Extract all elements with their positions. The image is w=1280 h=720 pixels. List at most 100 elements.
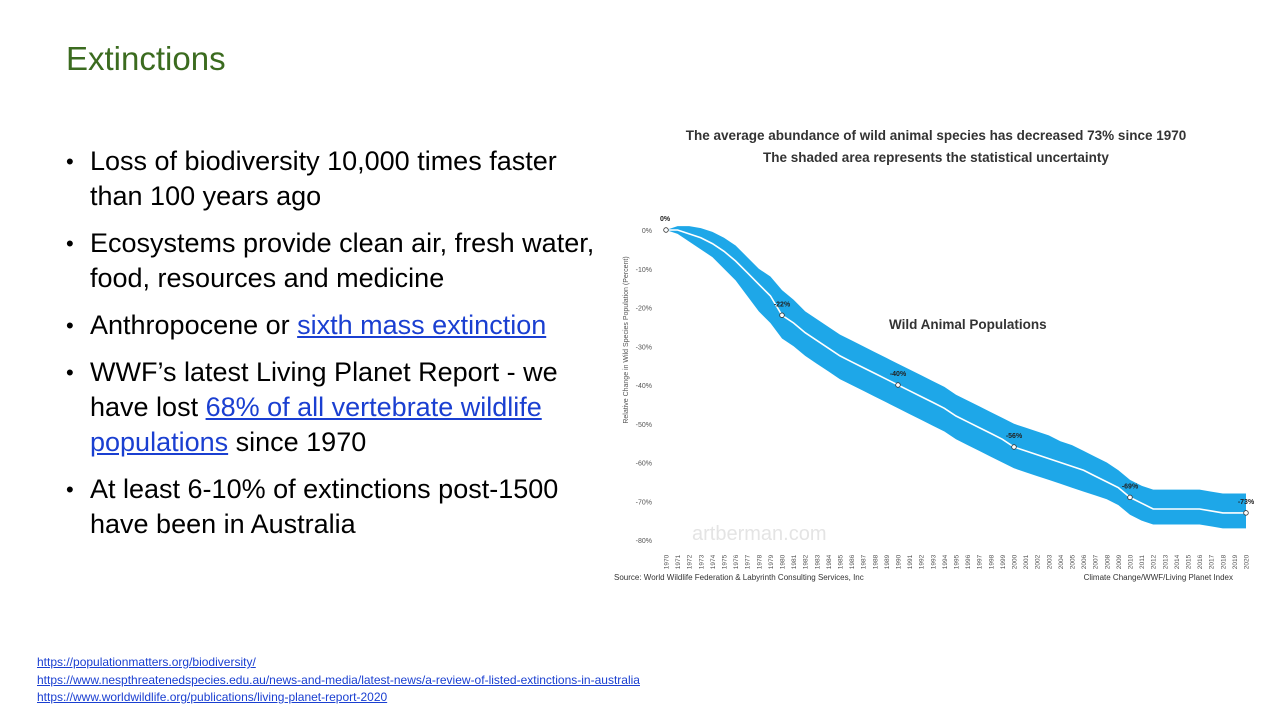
x-tick-label: 1999 [1000,554,1007,569]
x-tick-label: 2014 [1174,554,1181,569]
bullet-item: At least 6-10% of extinctions post-1500 … [66,472,614,542]
x-tick-label: 2015 [1186,554,1193,569]
plot-area: 0% -10% -20% -30% -40% -50% -60% -70% -80% 1970 19… [636,216,1255,569]
x-tick-label: 1998 [988,554,995,569]
x-tick-label: 1983 [814,554,821,569]
x-tick-label: 1985 [838,554,845,569]
slide-title: Extinctions [66,40,226,77]
x-tick-label: 1976 [733,554,740,569]
x-tick-label: 2020 [1244,554,1251,569]
data-point-label: -40% [890,371,907,378]
x-tick-label: 2003 [1046,554,1053,569]
bullet-text: WWF’s latest Living Planet Report - we h… [90,357,558,422]
data-point-label: -22% [774,301,791,308]
x-tick-label: 1994 [942,554,949,569]
bullet-text: Loss of biodiversity 10,000 times faster… [90,146,557,211]
x-tick-label: 1988 [872,554,879,569]
x-tick-label: 2012 [1151,554,1158,569]
x-tick-label: 1984 [826,554,833,569]
x-tick-label: 2005 [1070,554,1077,569]
bullet-link[interactable]: sixth mass extinction [297,310,547,340]
x-tick-label: 1975 [722,554,729,569]
reference-link[interactable]: https://www.worldwildlife.org/publicatio… [37,690,388,704]
reference-link[interactable]: https://populationmatters.org/biodiversi… [37,655,256,669]
series-line [666,229,1246,514]
y-tick-label: -50% [636,422,652,429]
x-tick-label: 1997 [977,554,984,569]
x-tick-label: 1990 [896,554,903,569]
data-point-marker [1011,444,1017,450]
x-tick-label: 1978 [756,554,763,569]
x-tick-label: 1991 [907,554,914,569]
x-tick-label: 1995 [954,554,961,569]
y-tick-label: -80% [636,538,652,545]
x-tick-label: 2004 [1058,554,1065,569]
uncertainty-band [666,226,1246,529]
data-point-marker [895,382,901,388]
data-point-label: -73% [1238,499,1255,506]
x-tick-label: 1986 [849,554,856,569]
x-tick-label: 1973 [698,554,705,569]
data-point-marker [663,227,669,233]
x-tick-label: 1970 [664,554,671,569]
x-tick-label: 2006 [1081,554,1088,569]
x-tick-label: 1971 [675,554,682,569]
data-point-label: 0% [660,216,671,223]
x-tick-label: 1989 [884,554,891,569]
chart-credit: Climate Change/WWF/Living Planet Index [1084,573,1233,582]
x-tick-label: 2013 [1162,554,1169,569]
chart-source: Source: World Wildlife Federation & Laby… [614,573,864,582]
x-tick-label: 2011 [1139,555,1146,569]
x-tick-label: 2008 [1104,554,1111,569]
bullet-text: Ecosystems provide clean air, fresh wate… [90,228,595,293]
x-tick-label: 1992 [919,554,926,569]
bullet-text: Anthropocene or [90,310,298,340]
y-tick-label: -10% [636,267,652,274]
x-tick-label: 2016 [1197,554,1204,569]
bullet-link[interactable]: 68% of all vertebrate wildlife populatio… [90,392,542,457]
bullet-item: Ecosystems provide clean air, fresh wate… [66,226,614,296]
x-tick-label: 1977 [745,554,752,569]
data-point-label: -69% [1122,483,1139,490]
data-point-label: -56% [1006,433,1023,440]
x-tick-label: 2001 [1023,554,1030,569]
x-tick-label: 1987 [861,554,868,569]
x-tick-label: 1982 [803,554,810,569]
x-tick-label: 2002 [1035,554,1042,569]
y-tick-label: -60% [636,461,652,468]
data-point-marker [1127,494,1133,501]
x-tick-label: 2007 [1093,554,1100,569]
bullet-item: Loss of biodiversity 10,000 times faster… [66,144,614,214]
x-tick-label: 1996 [965,554,972,569]
y-tick-label: -30% [636,344,652,351]
x-tick-label: 1981 [791,554,798,569]
bullet-item: WWF’s latest Living Planet Report - we h… [66,355,614,460]
y-tick-label: -40% [636,383,652,390]
x-tick-label: 2000 [1012,554,1019,569]
series-label: Wild Animal Populations [889,317,1047,332]
watermark: artberman.com [692,523,827,545]
wild-animal-populations-chart: The average abundance of wild animal spe… [612,110,1266,588]
chart-subtitle: The shaded area represents the statistic… [763,150,1109,165]
reference-link[interactable]: https://www.nespthreatenedspecies.edu.au… [37,672,640,687]
x-tick-label: 2018 [1220,554,1227,569]
x-tick-label: 2017 [1209,554,1216,569]
x-tick-label: 1980 [780,554,787,569]
bullet-list: Loss of biodiversity 10,000 times faster… [66,144,614,554]
chart-title: The average abundance of wild animal spe… [686,128,1187,143]
x-tick-label: 2019 [1232,554,1239,569]
x-tick-label: 2009 [1116,554,1123,569]
data-point-marker [1243,510,1249,516]
x-tick-label: 1974 [710,554,717,569]
y-tick-label: -70% [636,499,652,506]
bullet-item: Anthropocene or sixth mass extinction [66,308,614,343]
x-tick-label: 1979 [768,554,775,569]
y-tick-label: -20% [636,306,652,313]
bullet-text: since 1970 [228,427,367,457]
reference-links: https://populationmatters.org/biodiversi… [37,654,640,707]
data-point-marker [779,312,785,318]
x-tick-label: 1972 [687,554,694,569]
y-tick-label: 0% [642,228,652,235]
x-tick-label: 1993 [930,554,937,569]
y-axis-label: Relative Change in Wild Species Populati… [623,256,630,423]
